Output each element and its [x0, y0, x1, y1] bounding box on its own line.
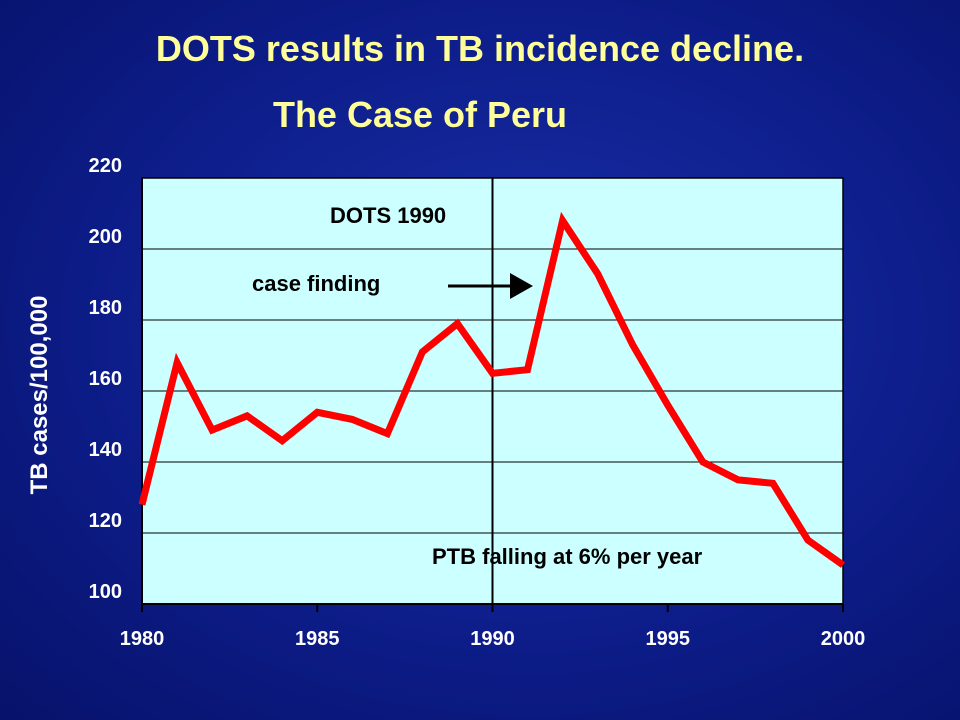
y-tick-label: 100	[89, 581, 122, 603]
trend-annotation: PTB falling at 6% per year	[432, 544, 703, 569]
y-axis-label: TB cases/100,000	[26, 296, 53, 495]
x-tick-label: 1980	[120, 628, 165, 650]
y-tick-label: 200	[89, 226, 122, 248]
slide-subtitle: The Case of Peru	[272, 94, 568, 135]
case-finding-annotation: case finding	[252, 271, 380, 296]
dots-annotation: DOTS 1990	[330, 203, 446, 228]
x-tick-label: 1985	[295, 628, 340, 650]
x-tick-label: 1990	[470, 628, 515, 650]
x-tick-label: 1995	[646, 628, 691, 650]
y-tick-label: 220	[89, 155, 122, 177]
y-axis-ticks: 100 120 140 160 180 200 220	[89, 155, 122, 603]
x-tick-label: 2000	[821, 628, 866, 650]
x-axis-ticks: 1980 1985 1990 1995 2000	[120, 604, 866, 650]
y-tick-label: 160	[89, 368, 122, 390]
y-tick-label: 120	[89, 510, 122, 532]
case-finding-arrow-head	[510, 273, 533, 299]
slide-title: DOTS results in TB incidence decline.	[155, 28, 805, 69]
y-tick-label: 180	[89, 297, 122, 319]
data-points	[141, 220, 844, 566]
y-tick-label: 140	[89, 439, 122, 461]
